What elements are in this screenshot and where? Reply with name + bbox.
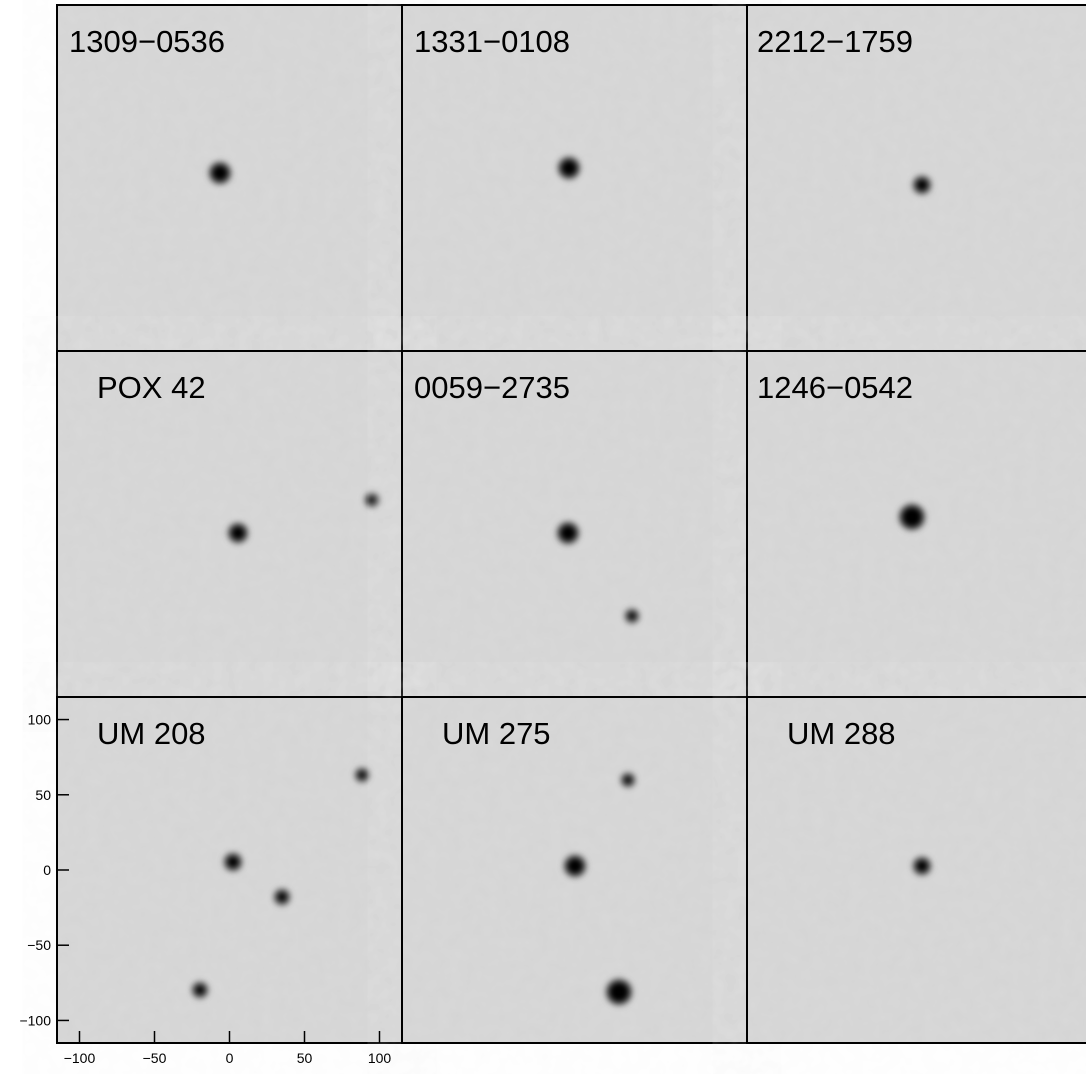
y-tick-label: −50: [27, 937, 51, 953]
panel-label: 1331−0108: [414, 24, 570, 59]
x-tick-label: 50: [297, 1050, 313, 1066]
x-tick-label: −100: [64, 1050, 96, 1066]
panel-label: UM 208: [97, 716, 206, 751]
source: [624, 776, 632, 784]
x-tick-label: −50: [143, 1050, 167, 1066]
source: [561, 160, 577, 176]
source: [628, 612, 636, 620]
source: [916, 179, 928, 191]
source: [560, 525, 576, 541]
x-tick-label: 0: [226, 1050, 234, 1066]
source: [277, 892, 287, 902]
panel-label: UM 288: [787, 716, 896, 751]
source: [567, 858, 583, 874]
y-tick-label: 50: [35, 787, 51, 803]
source: [902, 507, 922, 527]
source: [227, 856, 239, 868]
source: [609, 982, 629, 1002]
source: [195, 985, 205, 995]
source: [368, 496, 376, 504]
source: [916, 860, 928, 872]
source: [231, 526, 245, 540]
panel-label: UM 275: [442, 716, 551, 751]
panel-label: POX 42: [97, 370, 206, 405]
panel-label: 1246−0542: [757, 370, 913, 405]
panel-label: 1309−0536: [69, 24, 225, 59]
panel-label: 0059−2735: [414, 370, 570, 405]
source: [212, 165, 228, 181]
y-tick-label: 0: [43, 862, 51, 878]
source: [358, 771, 366, 779]
panel-label: 2212−1759: [757, 24, 913, 59]
y-tick-label: 100: [28, 712, 52, 728]
x-tick-label: 100: [368, 1050, 392, 1066]
y-tick-label: −100: [19, 1012, 51, 1028]
figure: 1309−0536 1331−0108 2212−1759 POX 42 0059−27…: [0, 0, 1086, 1074]
